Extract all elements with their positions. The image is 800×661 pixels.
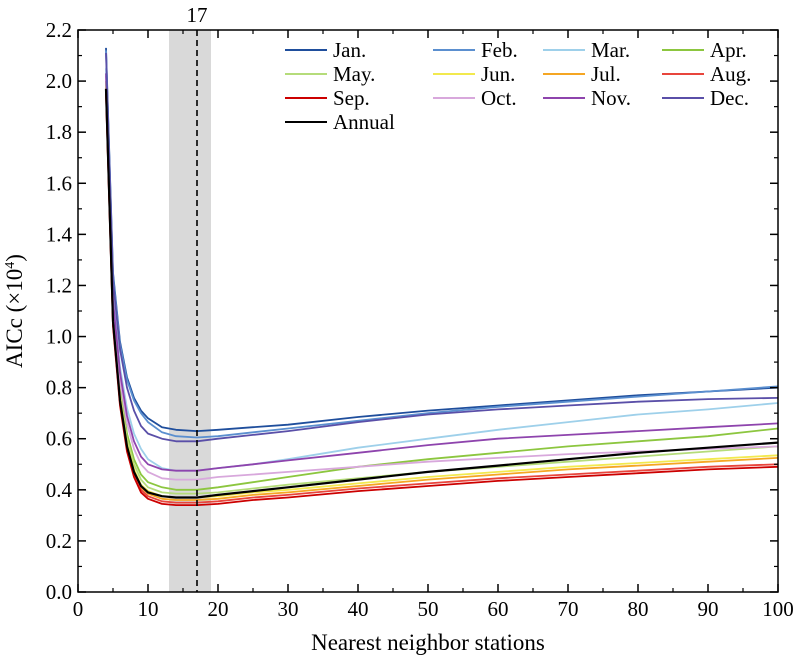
legend-label: Dec.: [710, 86, 749, 110]
x-tick-label: 100: [762, 597, 794, 621]
legend-label: Oct.: [481, 86, 517, 110]
y-tick-label: 2.2: [46, 18, 72, 42]
series-line-feb: [105, 50, 779, 439]
optimal-neighbors-annotation: 17: [187, 3, 208, 27]
legend-label: Sep.: [333, 86, 370, 110]
x-tick-label: 60: [488, 597, 509, 621]
y-tick-label: 2.0: [46, 69, 72, 93]
y-axis-title-exponent: 4: [3, 262, 18, 269]
y-tick-label: 1.0: [46, 325, 72, 349]
x-tick-label: 50: [418, 597, 439, 621]
x-axis-title: Nearest neighbor stations: [311, 630, 545, 655]
y-axis-title: AICc (×104): [2, 254, 27, 368]
y-tick-label: 0.2: [46, 529, 72, 553]
y-tick-label: 0.8: [46, 376, 72, 400]
legend-label: Aug.: [710, 62, 751, 86]
series-line-apr: [105, 81, 779, 491]
y-axis-title-close: ): [2, 254, 27, 262]
legend-label: Nov.: [591, 86, 631, 110]
y-axis-title-main: AICc (×10: [2, 269, 27, 368]
shaded-range-layer: [169, 30, 211, 592]
series-line-may: [105, 83, 779, 495]
y-tick-label: 1.2: [46, 273, 72, 297]
y-tick-label: 1.8: [46, 120, 72, 144]
series-line-oct: [105, 75, 779, 481]
legend-label: Jul.: [591, 62, 621, 86]
y-tick-label: 0.4: [46, 478, 73, 502]
series-line-dec: [105, 52, 779, 443]
x-tick-label: 90: [698, 597, 719, 621]
x-tick-label: 0: [73, 597, 84, 621]
y-tick-label: 0.0: [46, 580, 72, 604]
legend-label: Mar.: [591, 38, 630, 62]
legend-label: May.: [333, 62, 375, 86]
x-tick-label: 80: [628, 597, 649, 621]
legend-label: Apr.: [710, 38, 747, 62]
y-tick-label: 1.4: [46, 222, 73, 246]
legend-label: Feb.: [481, 38, 518, 62]
series-line-nov: [105, 73, 779, 472]
axes-layer: 0 10 20 30 40 50 60 70 80 90 100 0.0 0.2 0.4 0.6 0.8 1.0…: [46, 18, 794, 621]
y-tick-label: 1.6: [46, 171, 72, 195]
x-tick-label: 70: [558, 597, 579, 621]
series-line-sep: [105, 93, 779, 506]
y-tick-label: 0.6: [46, 427, 72, 451]
legend: Jan. Feb. Mar. Apr. May. Jun. Jul. Aug. Sep. Oct.…: [285, 38, 751, 134]
legend-label: Annual: [333, 110, 395, 134]
x-tick-label: 30: [278, 597, 299, 621]
x-tick-label: 10: [138, 597, 159, 621]
x-tick-label: 40: [348, 597, 369, 621]
legend-label: Jun.: [481, 62, 515, 86]
series-line-annual: [104, 88, 779, 499]
x-tick-label: 20: [208, 597, 229, 621]
series-lines-layer: [104, 47, 779, 506]
optimal-range-band: [169, 30, 211, 592]
legend-label: Jan.: [333, 38, 366, 62]
